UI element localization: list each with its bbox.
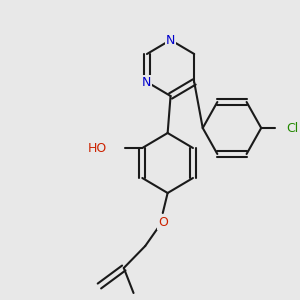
Text: O: O [158, 217, 168, 230]
Text: N: N [166, 34, 175, 46]
Text: N: N [142, 76, 152, 88]
Text: Cl: Cl [286, 122, 299, 134]
Text: HO: HO [88, 142, 107, 154]
